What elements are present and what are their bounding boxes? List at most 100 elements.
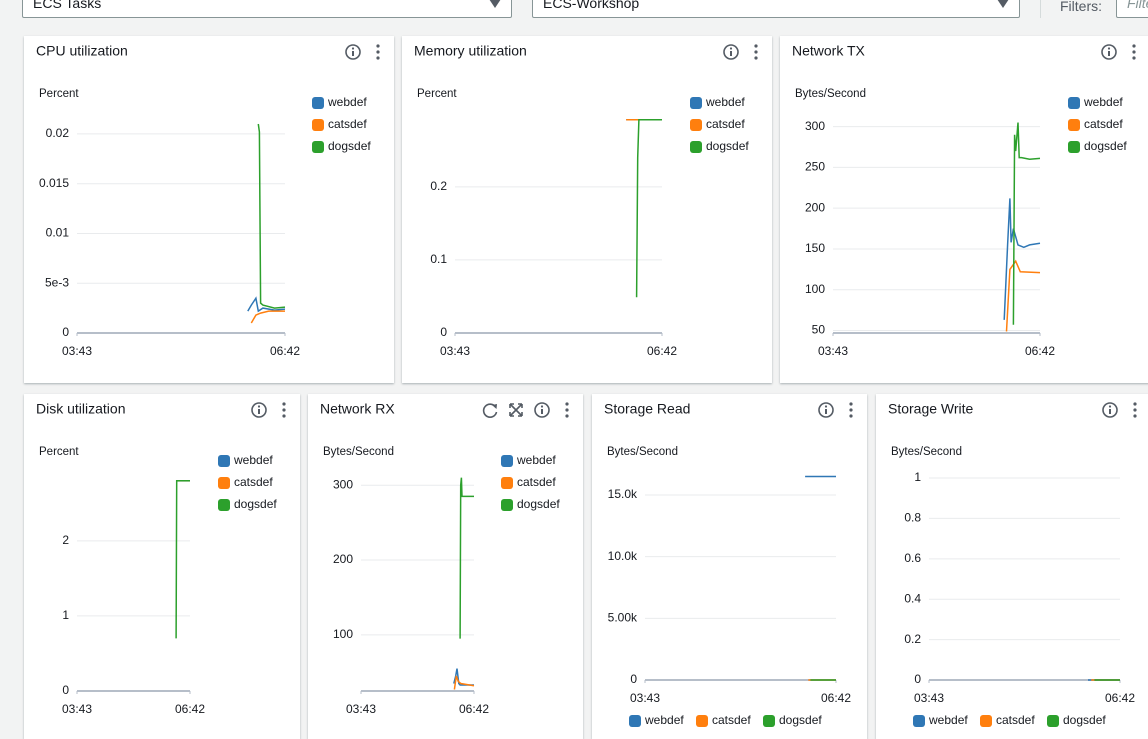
y-tick-label: 300 <box>805 119 825 133</box>
y-tick-label: 300 <box>333 477 353 491</box>
x-tick-label: 03:43 <box>440 344 470 358</box>
legend-label[interactable]: dogsdef <box>234 497 277 511</box>
legend-swatch[interactable] <box>1068 97 1080 109</box>
dropdown[interactable]: ECS Tasks <box>22 0 512 18</box>
legend-label[interactable]: catsdef <box>996 713 1035 727</box>
widget: Network RX Bytes/Second 100 200 300 03:43 06:4… <box>308 394 583 739</box>
widget: Storage Write Bytes/Second 0 0.2 0.4 0.6 0.8 1 0… <box>876 394 1148 739</box>
y-tick-label: 150 <box>805 241 825 255</box>
legend-swatch[interactable] <box>218 455 230 467</box>
y-tick-label: 1 <box>62 608 69 622</box>
y-tick-label: 0 <box>630 672 637 686</box>
legend-label[interactable]: webdef <box>327 95 367 109</box>
legend-swatch[interactable] <box>913 715 925 727</box>
x-tick-label: 03:43 <box>818 344 848 358</box>
info-button[interactable] <box>345 44 361 60</box>
legend-label[interactable]: dogsdef <box>1063 713 1106 727</box>
legend-label[interactable]: webdef <box>928 713 968 727</box>
dropdown[interactable]: ECS-Workshop <box>532 0 1020 18</box>
info-button[interactable] <box>818 402 834 418</box>
info-button[interactable] <box>534 402 550 418</box>
y-tick-label: 5e-3 <box>45 275 69 289</box>
info-button[interactable] <box>723 44 739 60</box>
legend-label[interactable]: dogsdef <box>1084 139 1127 153</box>
info-button[interactable] <box>1101 44 1117 60</box>
legend-label[interactable]: catsdef <box>1084 117 1123 131</box>
menu-button[interactable] <box>282 402 286 418</box>
y-tick-label: 0.02 <box>46 126 70 140</box>
x-tick-label: 06:42 <box>175 702 205 716</box>
widget-title: Storage Read <box>604 401 690 417</box>
series-line <box>175 480 190 639</box>
legend-label[interactable]: webdef <box>644 713 684 727</box>
legend-swatch[interactable] <box>312 119 324 131</box>
legend-swatch[interactable] <box>218 499 230 511</box>
widget-title: Memory utilization <box>414 43 527 59</box>
legend-label[interactable]: catsdef <box>712 713 751 727</box>
legend-label[interactable]: webdef <box>1083 95 1123 109</box>
filter-input[interactable]: Filter <box>1116 0 1148 18</box>
menu-button[interactable] <box>1133 402 1137 418</box>
legend-swatch[interactable] <box>501 455 513 467</box>
legend-label[interactable]: catsdef <box>328 117 367 131</box>
menu-button[interactable] <box>754 44 758 60</box>
legend-swatch[interactable] <box>690 141 702 153</box>
menu-button[interactable] <box>565 402 569 418</box>
info-button[interactable] <box>251 402 267 418</box>
y-tick-label: 0.1 <box>430 252 447 266</box>
legend-swatch[interactable] <box>690 119 702 131</box>
menu-button[interactable] <box>376 44 380 60</box>
legend-swatch[interactable] <box>980 715 992 727</box>
legend-swatch[interactable] <box>1047 715 1059 727</box>
x-tick-label: 06:42 <box>1025 344 1055 358</box>
y-tick-label: 1 <box>914 470 921 484</box>
legend-swatch[interactable] <box>1068 119 1080 131</box>
y-tick-label: 0 <box>440 325 447 339</box>
y-axis-label: Bytes/Second <box>607 446 678 458</box>
x-tick-label: 03:43 <box>62 344 92 358</box>
legend-swatch[interactable] <box>629 715 641 727</box>
legend-swatch[interactable] <box>312 97 324 109</box>
expand-button[interactable] <box>509 403 523 417</box>
series-line <box>453 675 475 690</box>
legend-label[interactable]: catsdef <box>517 475 556 489</box>
legend-label[interactable]: webdef <box>233 453 273 467</box>
series-line <box>1005 259 1041 332</box>
legend-label[interactable]: webdef <box>516 453 556 467</box>
y-tick-label: 50 <box>812 323 826 337</box>
legend-swatch[interactable] <box>1068 141 1080 153</box>
info-button[interactable] <box>1102 402 1118 418</box>
legend-swatch[interactable] <box>501 499 513 511</box>
legend-label[interactable]: dogsdef <box>328 139 371 153</box>
legend-swatch[interactable] <box>690 97 702 109</box>
legend-label[interactable]: webdef <box>705 95 745 109</box>
legend-label[interactable]: dogsdef <box>779 713 822 727</box>
y-tick-label: 0 <box>62 325 69 339</box>
legend-label[interactable]: catsdef <box>706 117 745 131</box>
legend-swatch[interactable] <box>696 715 708 727</box>
legend-swatch[interactable] <box>312 141 324 153</box>
legend-label[interactable]: catsdef <box>234 475 273 489</box>
series-line <box>1012 122 1041 325</box>
legend-swatch[interactable] <box>763 715 775 727</box>
refresh-button[interactable] <box>482 403 498 418</box>
widget-title: Storage Write <box>888 401 974 417</box>
menu-button[interactable] <box>849 402 853 418</box>
x-tick-label: 03:43 <box>62 702 92 716</box>
widget-canvas: Network TX Bytes/Second 50 100 150 200 250 300 0… <box>792 43 1136 358</box>
legend-label[interactable]: dogsdef <box>706 139 749 153</box>
legend-label[interactable]: dogsdef <box>517 497 560 511</box>
y-tick-label: 0 <box>62 683 69 697</box>
legend-swatch[interactable] <box>218 477 230 489</box>
menu-button[interactable] <box>1132 44 1136 60</box>
series-line <box>250 310 285 324</box>
y-tick-label: 10.0k <box>608 549 638 563</box>
widget: Disk utilization Percent 0 1 2 03:43 06:42 webd… <box>24 394 300 739</box>
x-tick-label: 03:43 <box>630 691 660 705</box>
y-axis-label: Bytes/Second <box>891 446 962 458</box>
y-tick-label: 2 <box>62 533 69 547</box>
series-line <box>247 296 286 313</box>
legend-swatch[interactable] <box>501 477 513 489</box>
x-tick-label: 06:42 <box>821 691 851 705</box>
